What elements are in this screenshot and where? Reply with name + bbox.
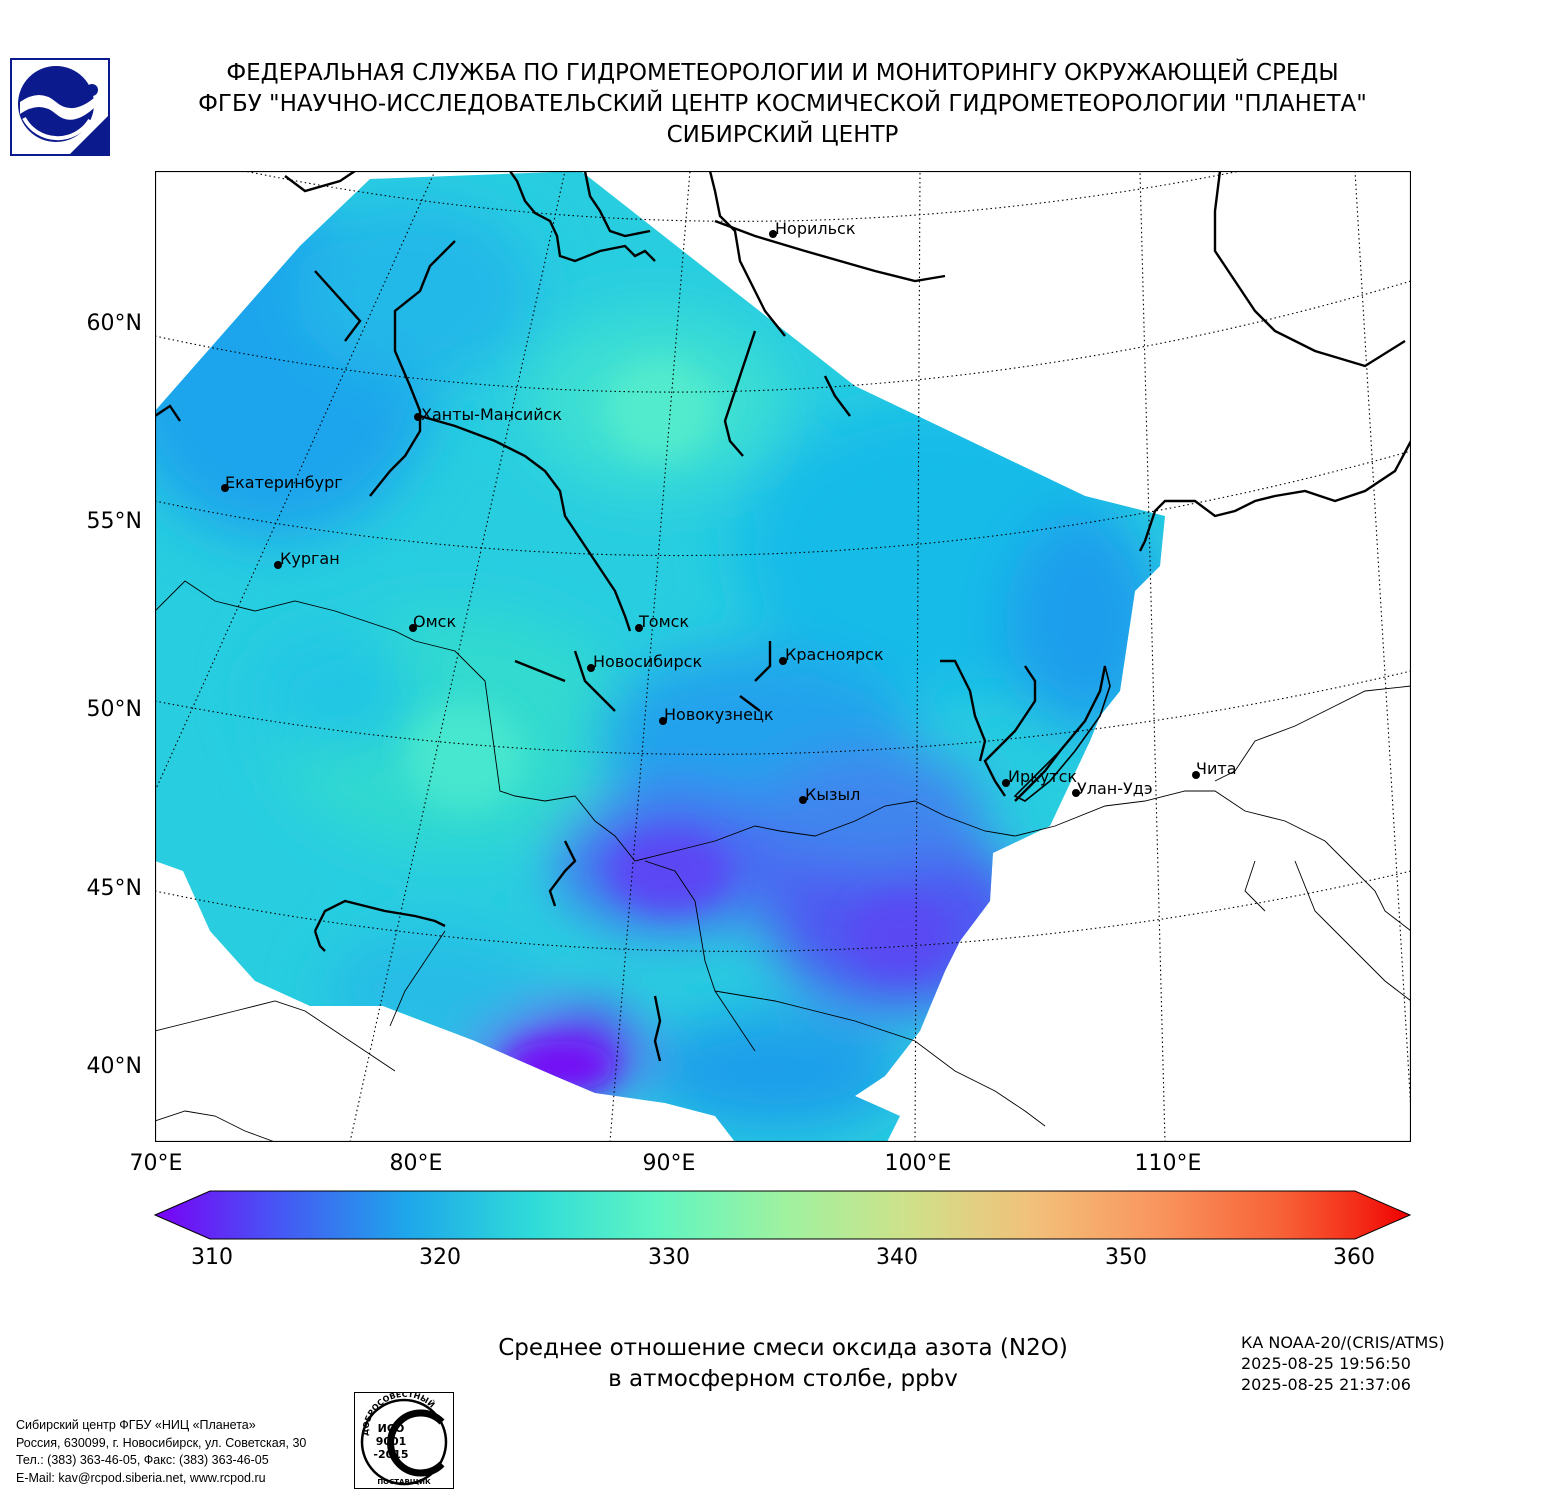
city-label: Омск — [413, 612, 456, 631]
city-chita: Чита — [1192, 759, 1237, 779]
city-label: Красноярск — [785, 645, 884, 664]
colorbar — [150, 1185, 1416, 1245]
svg-text:ПОСТАВЩИК: ПОСТАВЩИК — [377, 1478, 431, 1486]
footer-contacts: Сибирский центр ФГБУ «НИЦ «Планета» Росс… — [16, 1417, 306, 1487]
colorbar-tick-330: 330 — [648, 1245, 690, 1270]
map-panel: Норильск Ханты-Мансийск Екатеринбург Кур… — [154, 170, 1412, 1143]
caption-line-2: в атмосферном столбе, ppbv — [608, 1366, 958, 1392]
map-caption: Среднее отношение смеси оксида азота (N2… — [400, 1333, 1166, 1395]
caption-line-1: Среднее отношение смеси оксида азота (N2… — [498, 1335, 1068, 1361]
city-yekaterinburg: Екатеринбург — [221, 473, 343, 492]
city-khanty-mansiysk: Ханты-Мансийск — [414, 405, 562, 424]
svg-text:-2015: -2015 — [373, 1448, 408, 1461]
city-label: Улан-Удэ — [1077, 779, 1153, 798]
city-label: Иркутск — [1008, 767, 1077, 786]
planeta-logo — [10, 58, 110, 156]
city-irkutsk: Иркутск — [1002, 767, 1077, 787]
iso-stamp: ДОБРОСОВЕСТНЫЙ ИСО 9001 -2015 ПОСТАВЩИК — [354, 1390, 454, 1489]
colorbar-tick-350: 350 — [1105, 1245, 1147, 1270]
lat-label-50: 50°N — [86, 697, 142, 722]
city-ulan-ude: Улан-Удэ — [1072, 779, 1153, 798]
city-krasnoyarsk: Красноярск — [779, 645, 884, 665]
footer-line-1: Сибирский центр ФГБУ «НИЦ «Планета» — [16, 1418, 256, 1432]
lon-label-90: 90°E — [642, 1151, 696, 1176]
lon-label-100: 100°E — [884, 1151, 952, 1176]
colorbar-tick-310: 310 — [191, 1245, 233, 1270]
city-label: Новосибирск — [593, 652, 702, 671]
n2o-field — [155, 171, 1165, 1142]
lat-label-45: 45°N — [86, 876, 142, 901]
header-line-2: ФГБУ "НАУЧНО-ИССЛЕДОВАТЕЛЬСКИЙ ЦЕНТР КОС… — [198, 91, 1367, 117]
map-svg: Норильск Ханты-Мансийск Екатеринбург Кур… — [154, 170, 1412, 1143]
lat-label-55: 55°N — [86, 509, 142, 534]
city-label: Норильск — [775, 219, 856, 238]
city-kyzyl: Кызыл — [799, 785, 860, 804]
header-line-1: ФЕДЕРАЛЬНАЯ СЛУЖБА ПО ГИДРОМЕТЕОРОЛОГИИ … — [226, 60, 1339, 86]
lon-label-80: 80°E — [389, 1151, 443, 1176]
colorbar-tick-320: 320 — [419, 1245, 461, 1270]
colorbar-tick-340: 340 — [876, 1245, 918, 1270]
header-line-3: СИБИРСКИЙ ЦЕНТР — [666, 122, 899, 148]
city-label: Чита — [1196, 759, 1237, 778]
svg-text:ИСО: ИСО — [378, 1422, 405, 1435]
cities: Норильск Ханты-Мансийск Екатеринбург Кур… — [221, 219, 1237, 804]
footer-line-3: Тел.: (383) 363-46-05, Факс: (383) 363-4… — [16, 1453, 269, 1467]
lon-label-110: 110°E — [1134, 1151, 1202, 1176]
city-novosibirsk: Новосибирск — [587, 652, 702, 672]
map-frame — [154, 170, 1412, 1143]
colorbar-gradient — [153, 1190, 1412, 1240]
lat-label-40: 40°N — [86, 1054, 142, 1079]
footer-line-2: Россия, 630099, г. Новосибирск, ул. Сове… — [16, 1435, 307, 1450]
svg-text:9001: 9001 — [376, 1435, 407, 1448]
city-label: Екатеринбург — [225, 473, 343, 492]
satellite-name: КА NOAA-20/(CRIS/ATMS) — [1241, 1333, 1445, 1352]
city-label: Ханты-Мансийск — [421, 405, 562, 424]
satellite-info: КА NOAA-20/(CRIS/ATMS) 2025-08-25 19:56:… — [1241, 1332, 1445, 1395]
satellite-time-start: 2025-08-25 19:56:50 — [1241, 1354, 1411, 1373]
city-kurgan: Курган — [274, 549, 340, 569]
graticule — [155, 171, 1411, 1142]
city-tomsk: Томск — [635, 612, 689, 632]
lat-label-60: 60°N — [86, 311, 142, 336]
borders — [155, 580, 1411, 1142]
satellite-time-end: 2025-08-25 21:37:06 — [1241, 1375, 1411, 1394]
city-norilsk: Норильск — [769, 219, 856, 238]
city-label: Курган — [280, 549, 340, 568]
lake-baikal — [1013, 665, 1111, 802]
city-novokuznetsk: Новокузнецк — [659, 705, 774, 725]
header: ФЕДЕРАЛЬНАЯ СЛУЖБА ПО ГИДРОМЕТЕОРОЛОГИИ … — [140, 58, 1425, 151]
city-omsk: Омск — [409, 612, 456, 632]
lon-label-70: 70°E — [129, 1151, 183, 1176]
colorbar-svg — [153, 1190, 1412, 1240]
city-label: Новокузнецк — [664, 705, 774, 724]
city-label: Кызыл — [805, 785, 860, 804]
city-label: Томск — [638, 612, 689, 631]
colorbar-tick-360: 360 — [1333, 1245, 1375, 1270]
footer-line-4: E-Mail: kav@rcpod.siberia.net, www.rcpod… — [16, 1470, 266, 1485]
